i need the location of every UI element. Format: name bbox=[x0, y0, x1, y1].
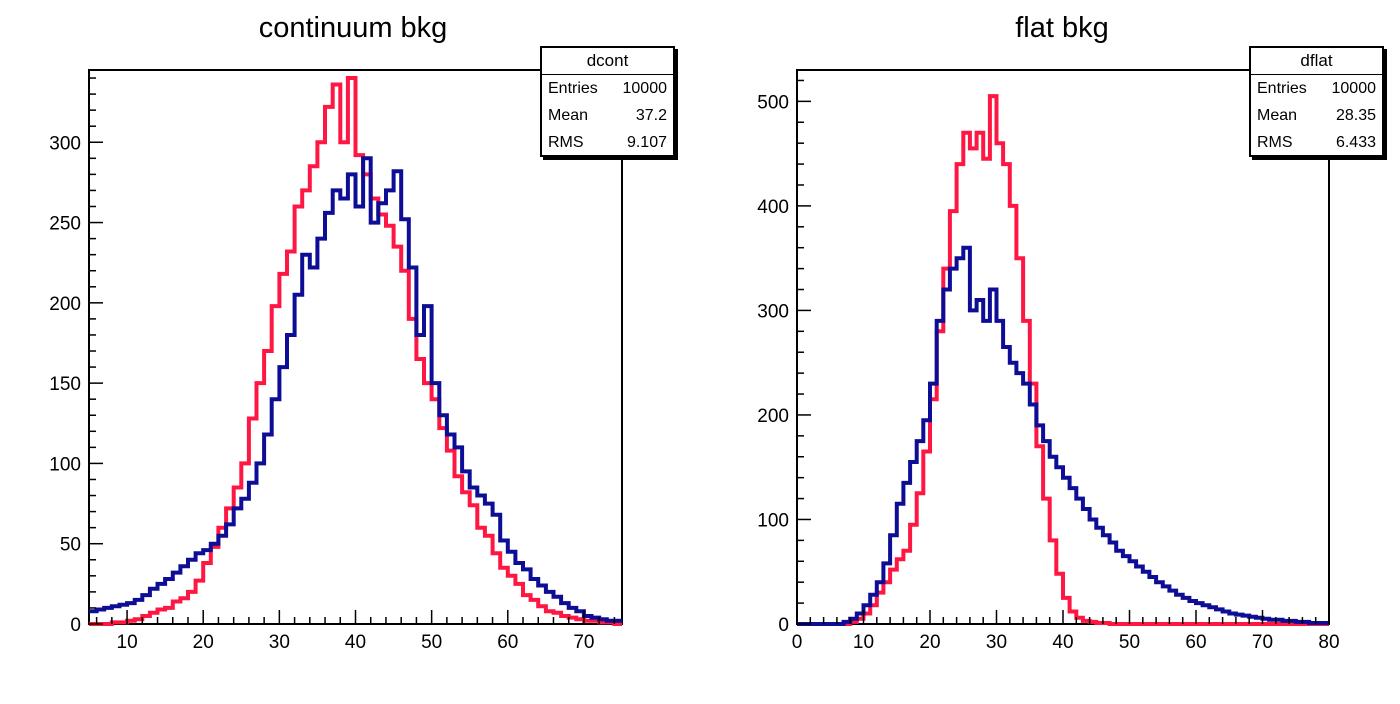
x-tick-label: 70 bbox=[1252, 632, 1273, 653]
x-tick-label: 50 bbox=[1119, 632, 1140, 653]
x-tick-label: 40 bbox=[1052, 632, 1073, 653]
stats-value: 28.35 bbox=[1335, 107, 1376, 124]
panel-continuum: continuum bkg 0 50 100 150 200 250 300 10 20 30 40… bbox=[49, 12, 675, 653]
stats-box: dflat Entries 10000 Mean 28.35 RMS 6.433 bbox=[1249, 46, 1384, 157]
y-tick-label: 200 bbox=[757, 406, 789, 427]
x-tick-label: 30 bbox=[986, 632, 1007, 653]
stats-value: 10000 bbox=[622, 80, 668, 97]
chart-title: flat bkg bbox=[1015, 12, 1109, 44]
y-tick-label: 100 bbox=[49, 454, 81, 475]
x-tick-label: 40 bbox=[345, 632, 366, 653]
chart-title: continuum bkg bbox=[258, 12, 448, 44]
x-tick-label: 20 bbox=[919, 632, 940, 653]
stats-label: Entries bbox=[548, 80, 598, 97]
stats-row: Entries 10000 bbox=[542, 75, 673, 102]
x-tick-label: 20 bbox=[193, 632, 214, 653]
y-tick-label: 300 bbox=[49, 133, 81, 154]
histogram-flat: 0 100 200 300 400 500 0 10 20 30 40 50 60 70 80 bbox=[757, 69, 1340, 653]
x-tick-label: 80 bbox=[1318, 632, 1339, 653]
x-tick-label: 10 bbox=[853, 632, 874, 653]
histogram-continuum: 0 50 100 150 200 250 300 10 20 30 40 50 60 70 bbox=[49, 69, 623, 653]
y-tick-label: 500 bbox=[757, 92, 789, 113]
stats-label: RMS bbox=[1257, 134, 1293, 151]
series-line bbox=[89, 76, 622, 626]
x-tick-label: 10 bbox=[117, 632, 138, 653]
stats-row: Mean 28.35 bbox=[1251, 102, 1382, 129]
y-tick-label: 50 bbox=[60, 535, 81, 556]
series-line bbox=[797, 245, 1329, 626]
x-tick-label: 30 bbox=[269, 632, 290, 653]
y-tick-label: 0 bbox=[70, 615, 81, 636]
stats-row: RMS 9.107 bbox=[542, 129, 673, 156]
y-tick-label: 200 bbox=[49, 294, 81, 315]
stats-label: Entries bbox=[1257, 80, 1307, 97]
stats-row: Entries 10000 bbox=[1251, 75, 1382, 102]
x-tick-label: 0 bbox=[792, 632, 803, 653]
panel-flat: flat bkg 0 100 200 300 400 500 0 10 20 30 40 50 60 70… bbox=[700, 0, 1400, 704]
stats-value: 6.433 bbox=[1335, 134, 1376, 151]
y-tick-label: 400 bbox=[757, 197, 789, 218]
y-tick-label: 150 bbox=[49, 374, 81, 395]
y-tick-label: 300 bbox=[757, 301, 789, 322]
stats-label: Mean bbox=[548, 107, 589, 124]
stats-name: dflat bbox=[1251, 48, 1382, 75]
stats-value: 10000 bbox=[1331, 80, 1377, 97]
stats-value: 37.2 bbox=[635, 107, 667, 124]
series-line bbox=[89, 156, 622, 623]
stats-label: RMS bbox=[548, 134, 584, 151]
y-tick-label: 250 bbox=[49, 214, 81, 235]
x-tick-label: 60 bbox=[497, 632, 518, 653]
x-tick-label: 50 bbox=[421, 632, 442, 653]
y-tick-label: 100 bbox=[757, 510, 789, 531]
stats-value: 9.107 bbox=[626, 134, 667, 151]
stats-label: Mean bbox=[1257, 107, 1298, 124]
series-line bbox=[797, 94, 1329, 626]
stats-row: RMS 6.433 bbox=[1251, 129, 1382, 156]
stats-row: Mean 37.2 bbox=[542, 102, 673, 129]
stats-box: dcont Entries 10000 Mean 37.2 RMS 9.107 bbox=[540, 46, 675, 157]
x-tick-label: 70 bbox=[573, 632, 594, 653]
x-tick-label: 60 bbox=[1185, 632, 1206, 653]
stats-name: dcont bbox=[542, 48, 673, 75]
y-tick-label: 0 bbox=[778, 615, 789, 636]
